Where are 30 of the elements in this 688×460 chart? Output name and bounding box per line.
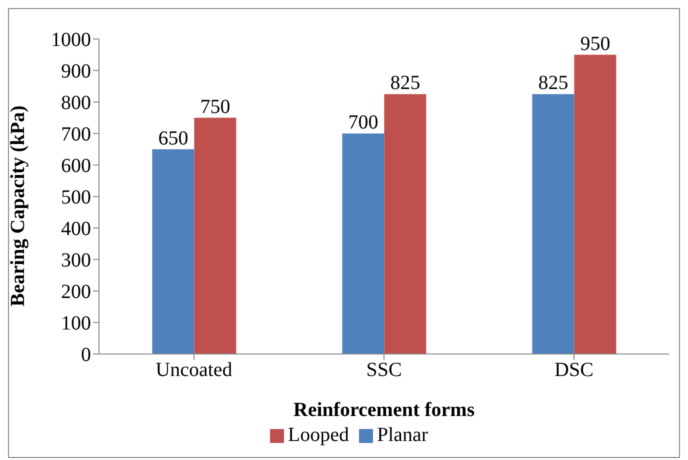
x-tick-label: SSC	[366, 359, 402, 382]
bar	[384, 94, 426, 354]
bar	[574, 54, 616, 354]
x-tick-label: Uncoated	[156, 359, 232, 382]
y-tick-label: 100	[61, 312, 91, 335]
y-tick-label: 200	[61, 281, 91, 304]
y-axis-title: Bearing Capacity (kPa)	[7, 105, 30, 306]
legend-label: Looped	[288, 424, 349, 446]
x-tick-label: DSC	[554, 359, 594, 382]
y-tick-label: 900	[61, 60, 91, 83]
y-tick-label: 1000	[51, 29, 91, 52]
data-label: 950	[580, 32, 610, 55]
data-label: 650	[158, 127, 188, 150]
bar	[152, 149, 194, 354]
y-tick-label: 0	[81, 344, 91, 366]
y-tick-label: 500	[61, 186, 91, 209]
x-axis-title: Reinforcement forms	[293, 399, 475, 421]
y-tick-label: 300	[61, 250, 91, 272]
y-tick-label: 600	[61, 155, 91, 178]
data-label: 700	[348, 112, 378, 134]
y-tick-label: 400	[61, 218, 91, 240]
bar	[342, 134, 384, 354]
y-tick-label: 800	[61, 92, 91, 114]
y-tick-label: 700	[61, 124, 91, 146]
bar	[532, 94, 574, 354]
data-label: 825	[390, 72, 420, 94]
legend-label: Planar	[377, 424, 428, 446]
data-label: 750	[200, 96, 230, 118]
data-label: 825	[538, 72, 568, 94]
bar	[194, 118, 236, 354]
